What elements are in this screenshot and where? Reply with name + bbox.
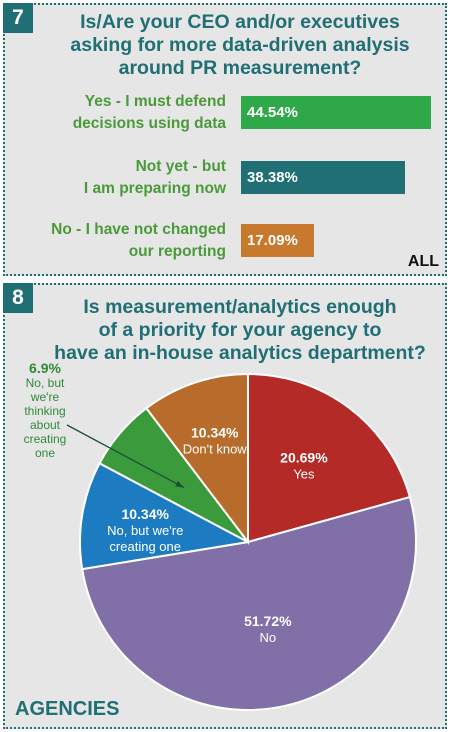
pie-slice [247,372,412,544]
bar-value-label: 44.54% [247,104,298,121]
question-7-panel: 7 Is/Are your CEO and/or executives aski… [3,3,447,276]
bar-label: No - I have not changed our reporting [11,219,226,263]
pie-slice [79,461,252,571]
question-8-title-line: of a priority for your agency to [98,319,382,341]
bar-row-yes: Yes - I must defend decisions using data… [5,91,445,137]
question-8-title: Is measurement/analytics enough of a pri… [43,296,437,365]
group-label-agencies: AGENCIES [15,698,120,720]
bar-label-line: decisions using data [72,115,226,132]
bar-no: 17.09% [241,224,314,257]
pie-slice [81,495,417,711]
pie-slice-label: 20.69% Yes [280,449,328,481]
leader-arrowhead [175,480,184,488]
question-8-title-line: Is measurement/analytics enough [83,296,397,318]
question-8-title-line: have an in-house analytics department? [54,342,426,364]
bar-label-line: Not yet - but [135,158,226,175]
question-7-title-line: Is/Are your CEO and/or executives [80,11,400,33]
pie-slice-label: 6.9% No, but we're thinking about creating one [24,360,67,460]
question-7-title-line: asking for more data-driven analysis [70,34,410,56]
leader-line [66,424,185,489]
bar-not-yet: 38.38% [241,161,405,194]
pie-slice-label: 10.34% Don't know [183,424,248,456]
group-label-all: ALL [407,253,439,270]
bar-row-no: No - I have not changed our reporting 17… [5,219,445,265]
question-8-number: 8 [3,283,33,313]
bar-label-line: Yes - I must defend [84,93,226,110]
bar-label-line: our reporting [128,243,226,260]
question-8-panel: 8 Is measurement/analytics enough of a p… [3,283,447,729]
question-7-title: Is/Are your CEO and/or executives asking… [43,11,437,80]
question-7-title-line: around PR measurement? [118,57,362,79]
bar-label: Yes - I must defend decisions using data [11,91,226,135]
bar-value-label: 17.09% [247,232,298,249]
bar-row-not-yet: Not yet - but I am preparing now 38.38% [5,156,445,202]
pie-slice-label: 10.34% No, but we're creating one [107,506,183,554]
question-7-number: 7 [3,3,33,33]
bar-label-line: I am preparing now [83,180,226,197]
bar-value-label: 38.38% [247,169,298,186]
bar-yes: 44.54% [241,96,431,129]
pie-slice-label: 51.72% No [244,613,292,645]
pie-chart: 20.69% Yes 51.72% No 10.34% No, but we're crea… [24,360,417,711]
pie-slice [144,372,249,545]
bar-label-line: No - I have not changed [51,221,226,238]
bar-label: Not yet - but I am preparing now [11,156,226,200]
